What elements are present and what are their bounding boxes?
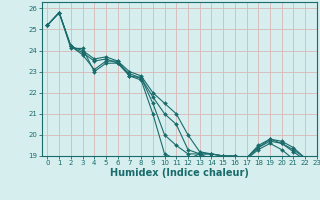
X-axis label: Humidex (Indice chaleur): Humidex (Indice chaleur) (110, 168, 249, 178)
